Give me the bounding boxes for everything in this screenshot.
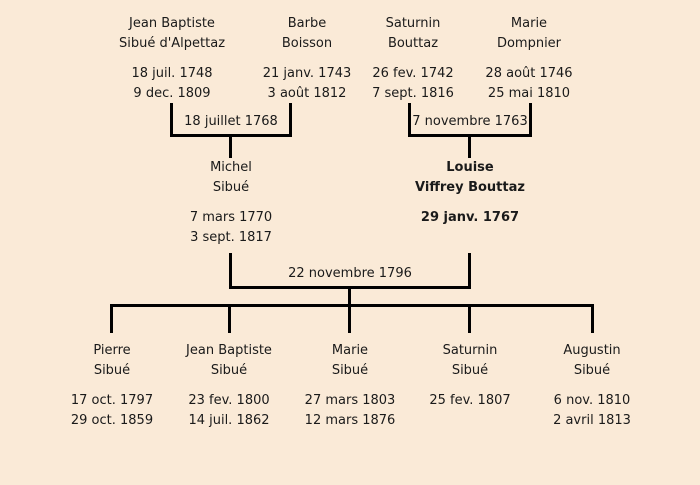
marriage3-right-line: [468, 253, 471, 286]
marriage2-left-line: [408, 103, 411, 134]
person-death-date: 3 sept. 1817: [190, 230, 272, 245]
person-name-line2: Viffrey Bouttaz: [415, 180, 525, 195]
person-name-line2: Sibué: [93, 363, 131, 378]
person-name-line1: Saturnin: [385, 16, 441, 31]
person-saturnin-sibue: Saturnin Sibué 25 fev. 1807: [395, 341, 545, 411]
person-name-line2: Sibué: [573, 363, 611, 378]
person-name-line2: Dompnier: [496, 36, 562, 51]
marriage3-left-line: [229, 253, 232, 286]
person-marie-dompnier: Marie Dompnier 28 août 1746 25 mai 1810: [454, 14, 604, 104]
person-name-line1: Barbe: [287, 16, 327, 31]
person-name-line1: Michel: [210, 160, 252, 175]
person-marie-sibue: Marie Sibué 27 mars 1803 12 mars 1876: [275, 341, 425, 431]
person-death-date: 7 sept. 1816: [372, 86, 454, 101]
marriage2-descent-line: [468, 134, 471, 158]
person-name-line2: Sibué: [331, 363, 369, 378]
person-birth-date: 18 juil. 1748: [131, 66, 213, 81]
person-death-date: 12 mars 1876: [304, 413, 396, 428]
person-birth-date: 27 mars 1803: [304, 393, 396, 408]
person-name-line1: Louise: [446, 160, 494, 175]
person-name-line2: Sibué: [212, 180, 250, 195]
person-death-date: 9 dec. 1809: [133, 86, 211, 101]
child3-drop-line: [348, 304, 351, 333]
person-name-line2: Sibué: [451, 363, 489, 378]
child5-drop-line: [591, 304, 594, 333]
person-birth-date: 21 janv. 1743: [262, 66, 352, 81]
person-barbe-boisson: Barbe Boisson 21 janv. 1743 3 août 1812: [232, 14, 382, 104]
child4-drop-line: [468, 304, 471, 333]
person-death-date: 2 avril 1813: [553, 413, 631, 428]
person-birth-date: 23 fev. 1800: [188, 393, 270, 408]
child2-drop-line: [228, 304, 231, 333]
person-birth-date: 7 mars 1770: [189, 210, 273, 225]
marriage3-date-label: 22 novembre 1796: [288, 266, 412, 281]
person-jean-baptiste-sibue-fils: Jean Baptiste Sibué 23 fev. 1800 14 juil…: [154, 341, 304, 431]
marriage1-right-line: [289, 103, 292, 134]
person-augustin-sibue: Augustin Sibué 6 nov. 1810 2 avril 1813: [517, 341, 667, 431]
person-birth-date: 6 nov. 1810: [553, 393, 631, 408]
person-name-line2: Bouttaz: [387, 36, 439, 51]
person-jean-baptiste-sibue-dalpettaz: Jean Baptiste Sibué d'Alpettaz 18 juil. …: [97, 14, 247, 104]
person-death-date: 14 juil. 1862: [188, 413, 270, 428]
person-name-line2: Sibué: [210, 363, 248, 378]
marriage1-descent-line: [229, 134, 232, 158]
person-louise-viffrey-bouttaz: Louise Viffrey Bouttaz 29 janv. 1767: [395, 158, 545, 228]
person-death-date: 29 oct. 1859: [70, 413, 154, 428]
person-birth-date: 26 fev. 1742: [372, 66, 454, 81]
person-saturnin-bouttaz: Saturnin Bouttaz 26 fev. 1742 7 sept. 18…: [338, 14, 488, 104]
marriage2-date-label: 7 novembre 1763: [412, 114, 528, 129]
person-death-date: 3 août 1812: [267, 86, 347, 101]
person-death-date: 25 mai 1810: [487, 86, 571, 101]
person-birth-date: 25 fev. 1807: [429, 393, 511, 408]
person-michel-sibue: Michel Sibué 7 mars 1770 3 sept. 1817: [156, 158, 306, 248]
person-birth-date: 17 oct. 1797: [70, 393, 154, 408]
child1-drop-line: [110, 304, 113, 333]
marriage2-right-line: [529, 103, 532, 134]
person-birth-date: 29 janv. 1767: [420, 210, 520, 225]
person-name-line2: Boisson: [281, 36, 333, 51]
person-name-line1: Saturnin: [442, 343, 498, 358]
person-name-line1: Pierre: [93, 343, 131, 358]
children-bus-line: [110, 304, 594, 307]
person-name-line1: Augustin: [563, 343, 621, 358]
person-name-line2: Sibué d'Alpettaz: [118, 36, 226, 51]
person-birth-date: 28 août 1746: [485, 66, 573, 81]
person-name-line1: Marie: [331, 343, 369, 358]
person-name-line1: Jean Baptiste: [186, 343, 272, 358]
marriage1-date-label: 18 juillet 1768: [184, 114, 278, 129]
person-name-line1: Marie: [510, 16, 548, 31]
marriage3-descent-line: [348, 286, 351, 304]
person-pierre-sibue: Pierre Sibué 17 oct. 1797 29 oct. 1859: [37, 341, 187, 431]
person-name-line1: Jean Baptiste: [129, 16, 215, 31]
marriage1-left-line: [170, 103, 173, 134]
